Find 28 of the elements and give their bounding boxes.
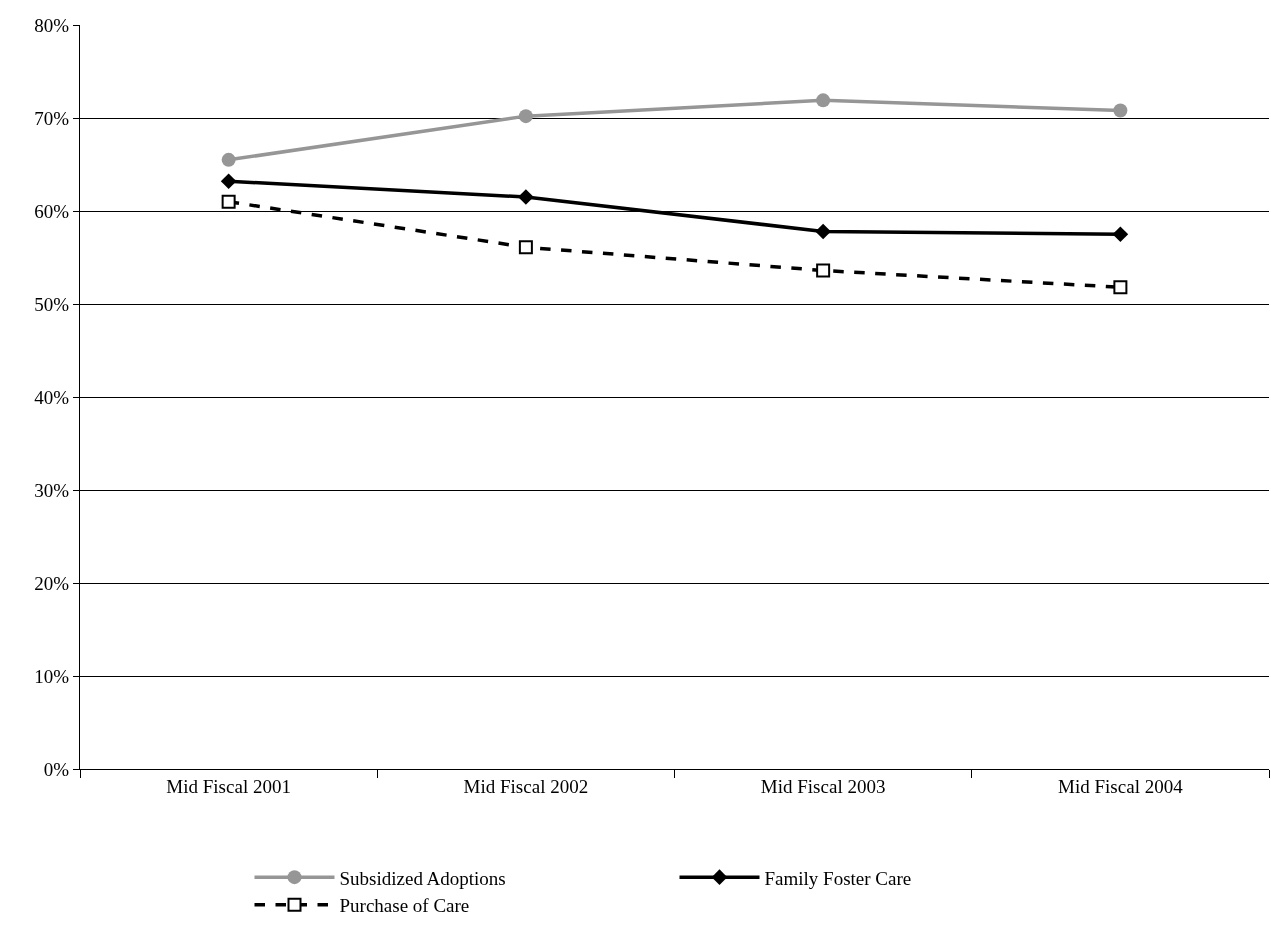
point bbox=[221, 194, 236, 209]
y-tick-label: 60% bbox=[34, 200, 70, 222]
x-tick-label: Mid Fiscal 2004 bbox=[1058, 775, 1184, 797]
y-tick-label: 20% bbox=[34, 572, 70, 594]
y-tick-label: 40% bbox=[34, 386, 70, 408]
y-tick-label: 0% bbox=[43, 758, 70, 780]
point bbox=[220, 173, 237, 190]
point bbox=[518, 189, 534, 205]
point bbox=[816, 263, 831, 278]
legend-label: Subsidized Adoptions bbox=[339, 867, 506, 889]
point bbox=[518, 240, 533, 255]
y-tick-label: 10% bbox=[34, 665, 70, 687]
point bbox=[1113, 103, 1128, 118]
point bbox=[816, 93, 831, 108]
point bbox=[1112, 226, 1129, 243]
x-tick-label: Mid Fiscal 2001 bbox=[166, 775, 291, 797]
point bbox=[815, 223, 831, 240]
legend-label: Purchase of Care bbox=[339, 895, 470, 917]
point bbox=[1113, 280, 1128, 295]
x-tick-label: Mid Fiscal 2002 bbox=[463, 775, 589, 797]
y-tick-label: 70% bbox=[34, 107, 70, 129]
y-tick-label: 80% bbox=[34, 14, 70, 36]
legend-label: Family Foster Care bbox=[764, 867, 912, 889]
x-tick-label: Mid Fiscal 2003 bbox=[760, 775, 886, 797]
point bbox=[518, 109, 533, 124]
y-tick-label: 50% bbox=[34, 293, 70, 315]
y-tick-label: 30% bbox=[34, 479, 70, 501]
point bbox=[221, 152, 236, 167]
